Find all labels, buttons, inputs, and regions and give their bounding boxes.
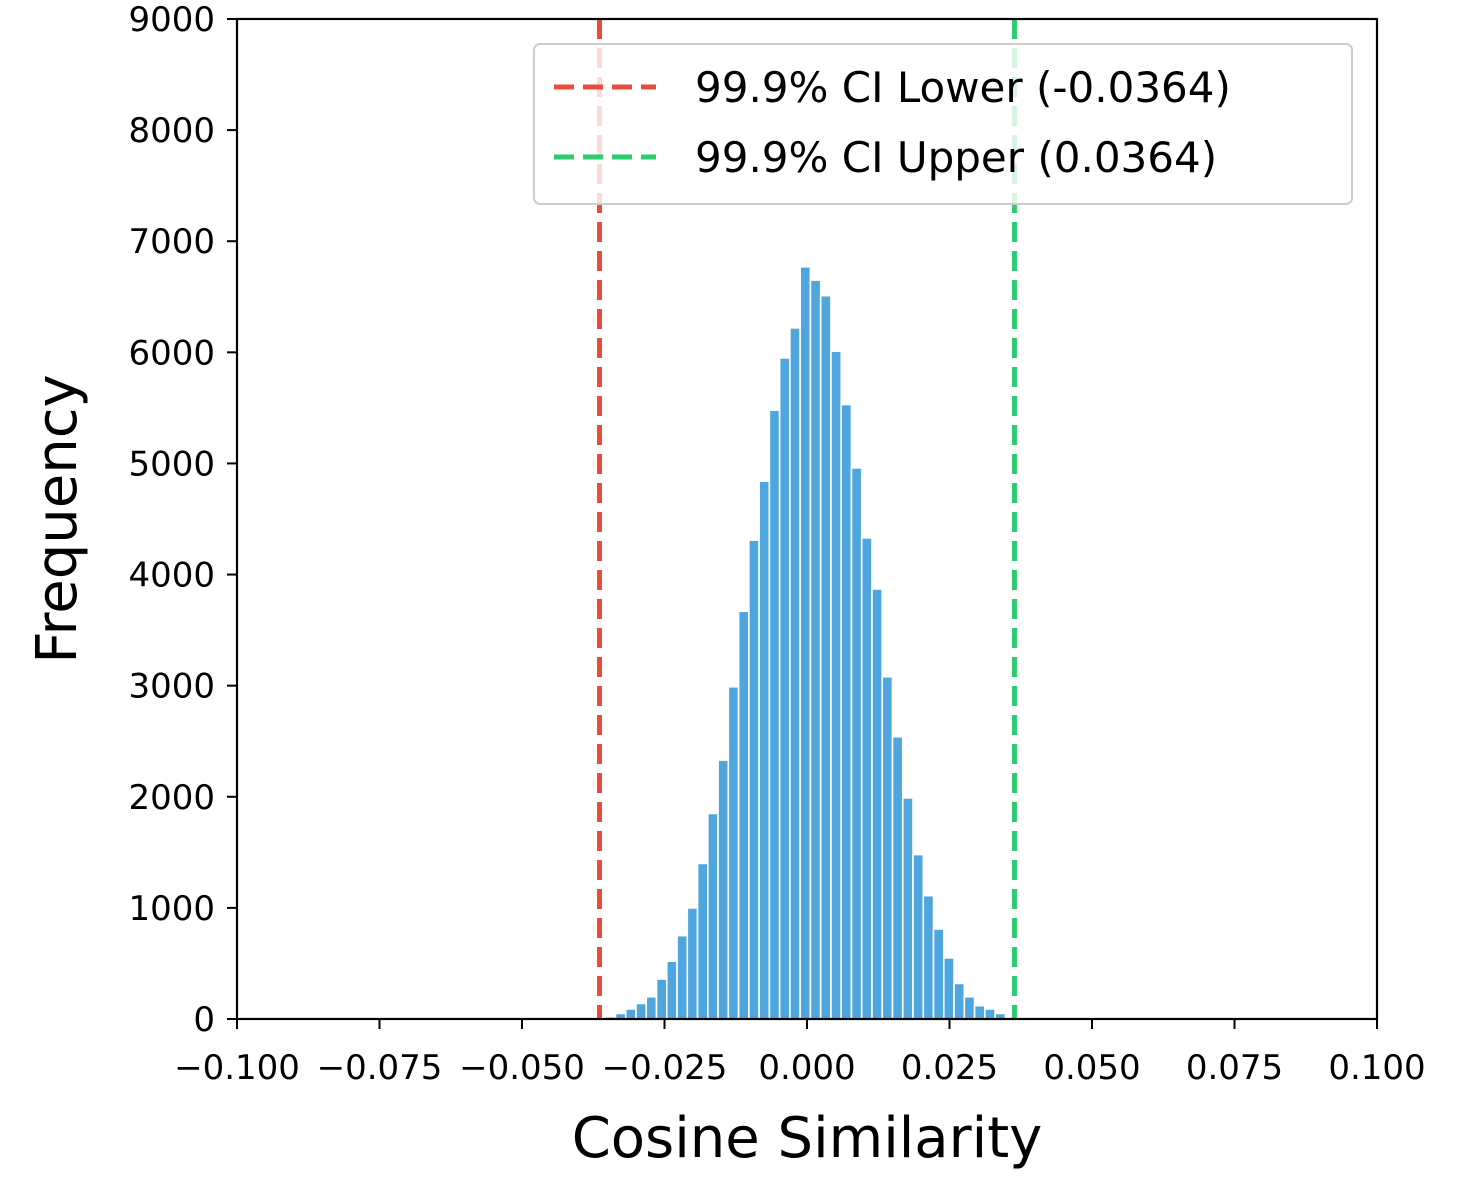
y-tick-label: 7000 xyxy=(128,222,215,262)
histogram-bar xyxy=(717,759,730,1020)
histogram-bar xyxy=(645,995,658,1020)
legend-label-ci-lower: 99.9% CI Lower (-0.0364) xyxy=(695,63,1231,112)
y-tick-label: 8000 xyxy=(128,111,215,151)
x-tick-label: 0.000 xyxy=(758,1048,855,1088)
y-tick-label: 5000 xyxy=(128,444,215,484)
histogram-bar xyxy=(768,409,781,1020)
histogram-bar xyxy=(984,1008,996,1020)
histogram-bar xyxy=(624,1008,637,1020)
histogram-bar xyxy=(809,279,822,1020)
y-tick-label: 1000 xyxy=(128,889,215,929)
histogram-bar xyxy=(778,357,791,1020)
histogram-bar xyxy=(655,978,668,1020)
y-tick-label: 4000 xyxy=(128,556,215,596)
y-tick-label: 6000 xyxy=(128,333,215,373)
histogram-bar xyxy=(696,862,709,1020)
x-axis-label: Cosine Similarity xyxy=(572,1106,1043,1171)
histogram-bar xyxy=(973,1004,986,1020)
histogram-bar xyxy=(789,327,801,1020)
legend-label-ci-upper: 99.9% CI Upper (0.0364) xyxy=(695,133,1217,182)
histogram-bar xyxy=(912,853,925,1020)
histogram-bar xyxy=(676,934,689,1020)
x-tick-label: −0.100 xyxy=(174,1048,300,1088)
histogram-bar xyxy=(799,265,812,1020)
histogram-bar xyxy=(891,735,904,1020)
histogram-bar xyxy=(963,995,976,1020)
legend-box xyxy=(533,43,1353,205)
histogram-bar xyxy=(748,539,760,1020)
x-tick-label: 0.025 xyxy=(901,1048,998,1088)
histogram-bar xyxy=(830,350,843,1020)
x-tick-label: 0.100 xyxy=(1328,1048,1425,1088)
x-tick-label: −0.050 xyxy=(459,1048,585,1088)
histogram-bar xyxy=(686,907,699,1020)
histogram-bar xyxy=(922,894,935,1020)
x-axis-ticks: −0.100 −0.075 −0.050 −0.025 0.000 0.025 0.050 0… xyxy=(174,1019,1426,1088)
x-tick-label: 0.050 xyxy=(1043,1048,1140,1088)
legend: 99.9% CI Lower (-0.0364) 99.9% CI Upper … xyxy=(533,43,1353,205)
histogram-bar xyxy=(727,685,740,1020)
y-axis-ticks: 0 1000 2000 3000 4000 5000 6000 7000 8000 9000 xyxy=(128,0,237,1040)
histogram-bar xyxy=(953,982,966,1020)
y-tick-label: 3000 xyxy=(128,667,215,707)
histogram-bar xyxy=(635,1002,648,1020)
histogram-bar xyxy=(840,403,853,1020)
y-tick-label: 0 xyxy=(193,1000,215,1040)
histogram-bar xyxy=(819,294,832,1020)
histogram-bar xyxy=(932,928,945,1020)
histogram-bar xyxy=(665,960,678,1020)
x-tick-label: 0.075 xyxy=(1186,1048,1283,1088)
histogram-bar xyxy=(860,537,873,1020)
ci-lines xyxy=(597,19,1017,1019)
histogram-bar xyxy=(942,957,955,1020)
y-tick-label: 2000 xyxy=(128,778,215,818)
histogram-bars xyxy=(604,265,1007,1020)
histogram-bar xyxy=(850,467,863,1020)
x-tick-label: −0.075 xyxy=(317,1048,443,1088)
y-axis-label: Frequency xyxy=(25,374,90,663)
y-tick-label: 9000 xyxy=(128,0,215,40)
histogram-bar xyxy=(737,610,750,1020)
histogram-bar xyxy=(901,797,914,1020)
x-tick-label: −0.025 xyxy=(602,1048,728,1088)
histogram-bar xyxy=(871,588,884,1020)
histogram-bar xyxy=(881,675,894,1020)
histogram-bar xyxy=(758,480,771,1020)
histogram-bar xyxy=(707,812,719,1020)
